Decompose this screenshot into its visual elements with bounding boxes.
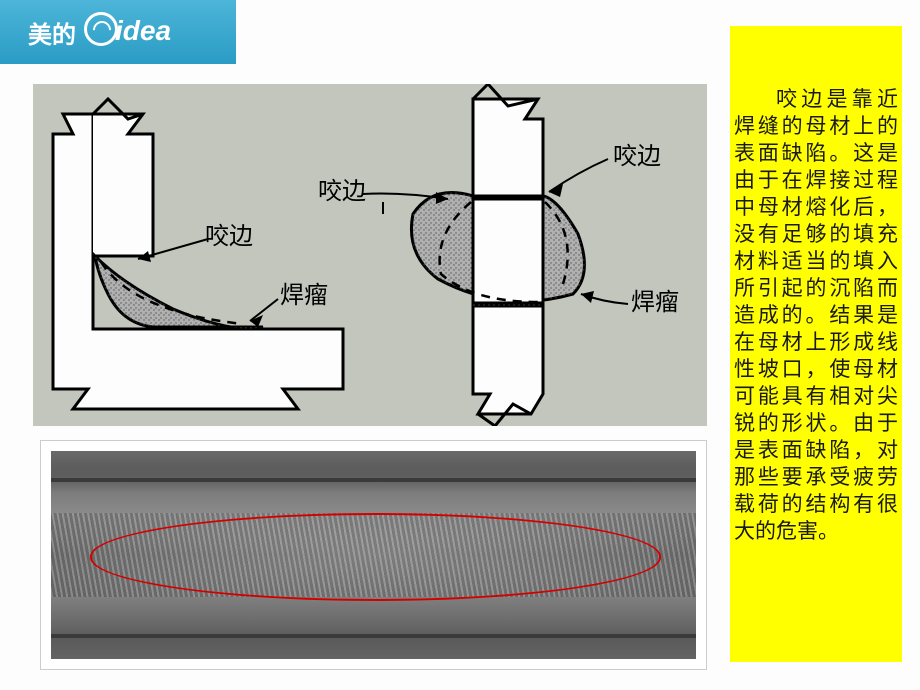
logo-bar: 美的 idea xyxy=(0,0,236,64)
text-panel: 咬边是靠近焊缝的母材上的表面缺陷。这是由于在焊接过程中母材熔化后，没有足够的填充… xyxy=(730,26,902,662)
photo-box xyxy=(40,440,707,670)
label-right-overlap: 焊瘤 xyxy=(631,289,679,316)
logo-o-icon xyxy=(84,12,118,46)
photo-ellipse-annotation xyxy=(90,513,662,600)
label-left-undercut: 咬边 xyxy=(205,223,253,250)
logo-en: idea xyxy=(84,15,171,50)
label-left-overlap: 焊瘤 xyxy=(280,282,328,309)
label-right-undercut: 咬边 xyxy=(613,143,661,170)
logo-cn-text: 美的 xyxy=(28,15,76,50)
body-paragraph: 咬边是靠近焊缝的母材上的表面缺陷。这是由于在焊接过程中母材熔化后，没有足够的填充… xyxy=(734,86,898,545)
label-mid-undercut: 咬边 xyxy=(318,178,366,205)
photo-weld-image xyxy=(51,451,696,659)
diagram-illustration: 咬边 焊瘤 咬边 焊瘤 咬 xyxy=(33,84,707,426)
logo-en-text: idea xyxy=(115,15,171,46)
